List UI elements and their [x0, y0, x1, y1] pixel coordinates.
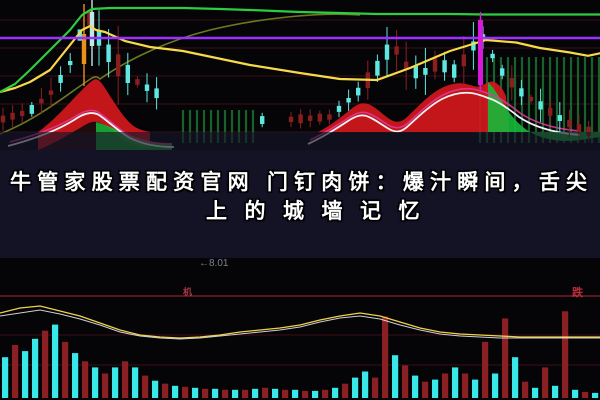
- svg-text:跌: 跌: [572, 285, 584, 299]
- svg-text:机: 机: [183, 286, 192, 297]
- svg-text:←8.01: ←8.01: [199, 258, 229, 269]
